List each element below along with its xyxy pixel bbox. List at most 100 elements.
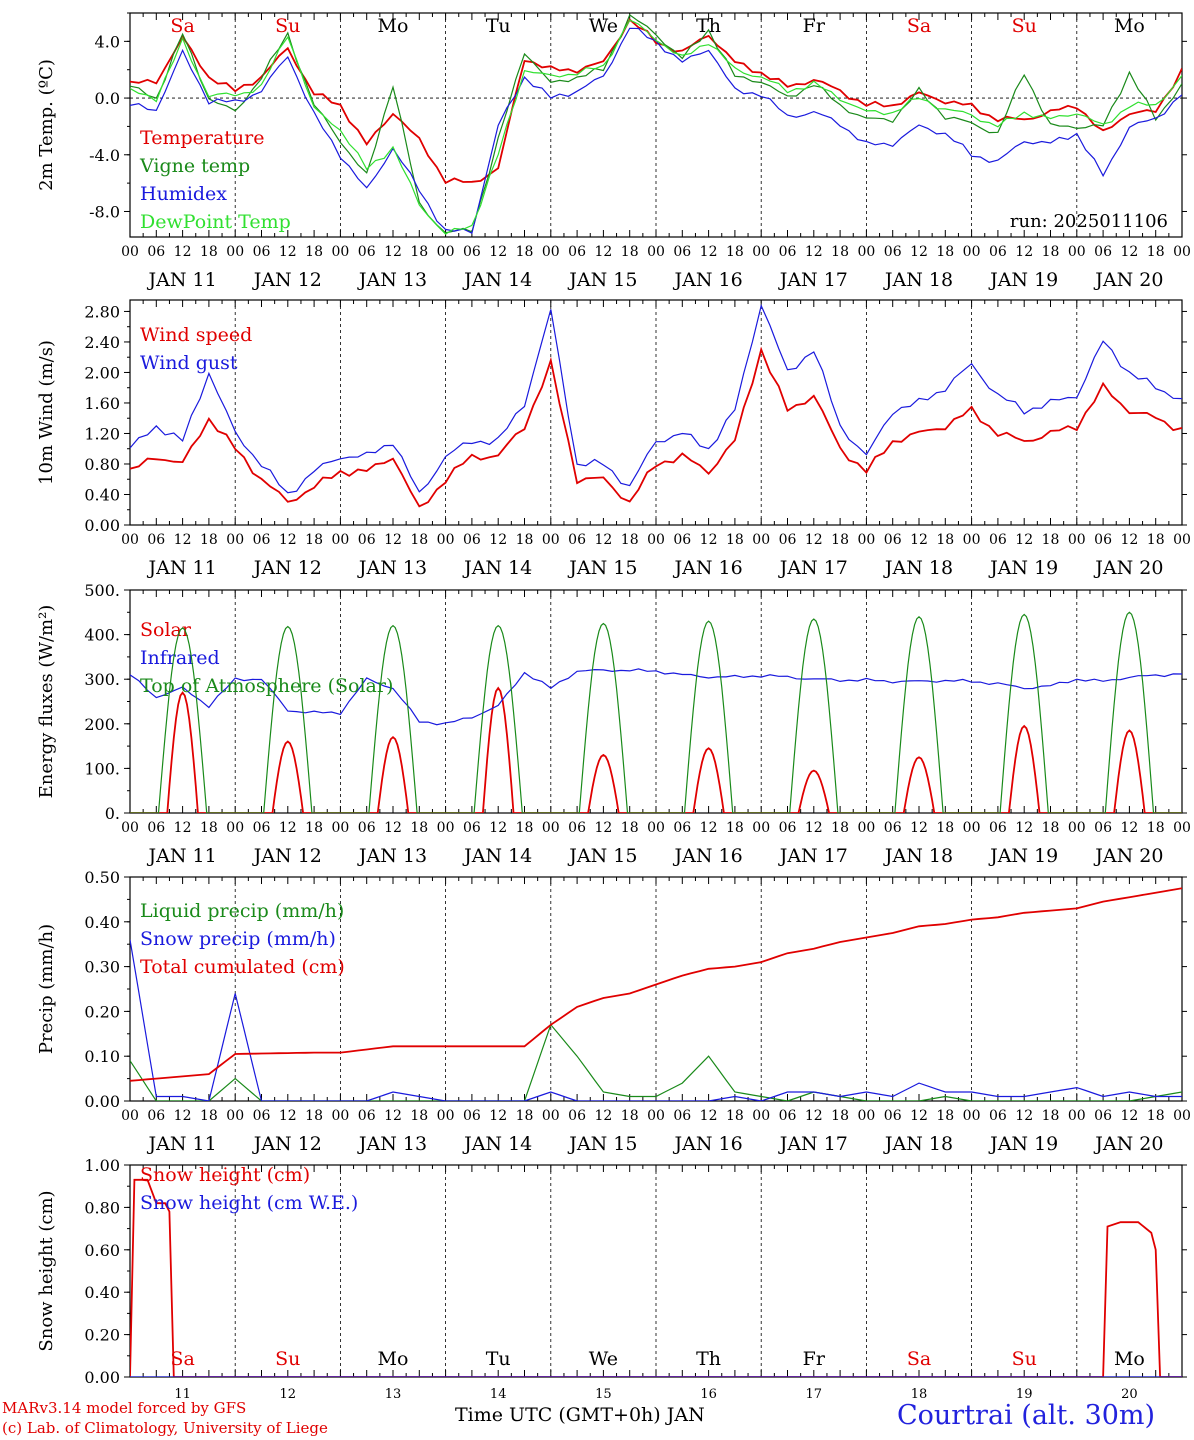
legend-entry: Snow height (cm W.E.) (140, 1192, 358, 1214)
date-label: JAN 14 (462, 269, 532, 291)
legend-entry: Snow precip (mm/h) (140, 928, 336, 950)
hour-tick-label: 00 (1173, 244, 1191, 260)
hour-tick-label: 12 (489, 820, 507, 836)
hour-tick-label: 18 (831, 1108, 849, 1124)
y-tick-label: -8.0 (89, 202, 120, 221)
copyright-credit: (c) Lab. of Climatology, University of L… (2, 1419, 328, 1437)
hour-tick-label: 12 (279, 820, 297, 836)
date-label: JAN 13 (357, 269, 427, 291)
hour-tick-label: 06 (568, 820, 586, 836)
y-tick-label: 400. (84, 626, 120, 645)
hour-tick-label: 18 (516, 1108, 534, 1124)
hour-tick-label: 00 (437, 820, 455, 836)
hour-tick-label: 06 (147, 532, 165, 548)
date-label: JAN 12 (252, 269, 322, 291)
weekday-label: Mo (378, 15, 409, 37)
hour-tick-label: 18 (831, 244, 849, 260)
hour-tick-label: 00 (331, 532, 349, 548)
hour-tick-label: 06 (1094, 820, 1112, 836)
legend-entry: Solar (140, 619, 192, 641)
hour-tick-label: 00 (226, 244, 244, 260)
hour-tick-label: 18 (410, 820, 428, 836)
hour-tick-label: 12 (1015, 244, 1033, 260)
legend-entry: Infrared (140, 647, 220, 669)
weekday-label: Su (1012, 15, 1037, 37)
hour-tick-label: 12 (594, 532, 612, 548)
hour-tick-label: 06 (253, 820, 271, 836)
hour-tick-label: 18 (1042, 244, 1060, 260)
hour-tick-label: 00 (121, 532, 139, 548)
weekday-label: Mo (378, 1348, 409, 1370)
series-line (130, 668, 1182, 726)
date-label: JAN 13 (357, 557, 427, 579)
weekday-label: We (589, 15, 618, 37)
hour-tick-label: 18 (1042, 532, 1060, 548)
weekday-label: Th (696, 1348, 721, 1370)
day-number-label: 13 (385, 1387, 402, 1402)
y-tick-label: -4.0 (89, 146, 120, 165)
y-tick-label: 300. (84, 670, 120, 689)
hour-tick-label: 00 (226, 532, 244, 548)
hour-tick-label: 18 (305, 532, 323, 548)
hour-tick-label: 12 (1120, 820, 1138, 836)
series-line (130, 346, 1182, 508)
hour-tick-label: 12 (1120, 244, 1138, 260)
date-label: JAN 11 (147, 269, 217, 291)
y-axis-label: 10m Wind (m/s) (36, 340, 57, 485)
day-number-label: 20 (1121, 1387, 1138, 1402)
hour-tick-label: 18 (200, 1108, 218, 1124)
hour-tick-label: 12 (384, 1108, 402, 1124)
hour-tick-label: 12 (910, 1108, 928, 1124)
hour-tick-label: 00 (647, 532, 665, 548)
hour-tick-label: 00 (437, 532, 455, 548)
date-label: JAN 13 (357, 845, 427, 867)
hour-tick-label: 12 (489, 1108, 507, 1124)
hour-tick-label: 18 (410, 244, 428, 260)
hour-tick-label: 12 (489, 532, 507, 548)
panel-1: -8.0 -4.0 0.0 4.0 2m Temp. (ºC) 00 06 12 18 JAN 1… (36, 12, 1191, 291)
date-label: JAN 19 (988, 557, 1058, 579)
weekday-label: Mo (1114, 1348, 1145, 1370)
hour-tick-label: 12 (805, 244, 823, 260)
weekday-label: Fr (803, 15, 826, 37)
series-line (130, 611, 1182, 813)
hour-tick-label: 06 (1094, 244, 1112, 260)
date-label: JAN 17 (778, 1133, 848, 1155)
hour-tick-label: 12 (174, 244, 192, 260)
hour-tick-label: 12 (1015, 820, 1033, 836)
date-label: JAN 12 (252, 1133, 322, 1155)
hour-tick-label: 18 (305, 820, 323, 836)
hour-tick-label: 12 (1015, 532, 1033, 548)
weekday-label: Tu (486, 1348, 511, 1370)
series-line (130, 27, 1182, 235)
y-tick-label: 0.80 (84, 1198, 120, 1217)
series-line (130, 887, 1182, 1082)
day-number-label: 16 (700, 1387, 717, 1402)
hour-tick-label: 06 (147, 820, 165, 836)
weekday-label: Sa (170, 1348, 194, 1370)
series-line (130, 1178, 1182, 1377)
series-line (130, 19, 1182, 235)
hour-tick-label: 00 (752, 820, 770, 836)
hour-tick-label: 06 (358, 532, 376, 548)
hour-tick-label: 06 (463, 532, 481, 548)
y-tick-label: 0.40 (84, 1283, 120, 1302)
hour-tick-label: 12 (700, 1108, 718, 1124)
hour-tick-label: 18 (305, 1108, 323, 1124)
weekday-label: Fr (803, 1348, 826, 1370)
y-tick-label: 0.00 (84, 1368, 120, 1387)
legend-entry: DewPoint Temp (140, 211, 291, 233)
date-label: JAN 20 (1093, 1133, 1163, 1155)
y-tick-label: 0.40 (84, 913, 120, 932)
series-line (130, 303, 1182, 494)
date-label: JAN 11 (147, 557, 217, 579)
weekday-label: Mo (1114, 15, 1145, 37)
hour-tick-label: 12 (805, 820, 823, 836)
hour-tick-label: 00 (752, 532, 770, 548)
hour-tick-label: 18 (726, 532, 744, 548)
hour-tick-label: 18 (305, 244, 323, 260)
hour-tick-label: 06 (779, 244, 797, 260)
date-label: JAN 14 (462, 1133, 532, 1155)
hour-tick-label: 18 (831, 820, 849, 836)
date-label: JAN 20 (1093, 845, 1163, 867)
